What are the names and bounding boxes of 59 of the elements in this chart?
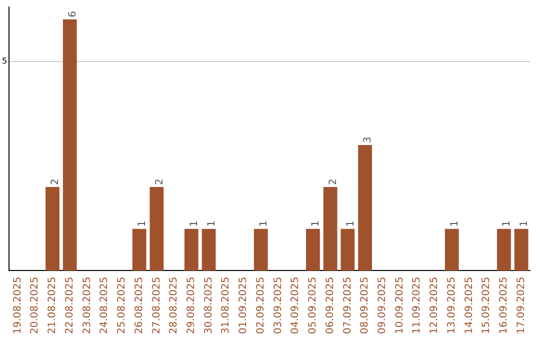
x-tick-label: 23.08.2025 (82, 276, 93, 334)
x-tick-label: 08.09.2025 (360, 276, 371, 334)
data-label: 1 (502, 220, 513, 227)
bar (132, 228, 146, 271)
bar (254, 228, 268, 271)
x-tick-label: 26.08.2025 (134, 276, 145, 334)
x-tick-label: 16.09.2025 (498, 276, 510, 334)
bar (62, 19, 77, 271)
x-tick-label: 02.09.2025 (255, 276, 266, 334)
data-label: 1 (449, 220, 460, 227)
x-tick-label: 09.09.2025 (377, 276, 388, 334)
data-label: 6 (67, 10, 78, 18)
x-tick-label: 20.08.2025 (30, 276, 41, 334)
x-tick-label: 21.08.2025 (47, 276, 58, 334)
x-tick-label: 28.08.2025 (168, 276, 180, 334)
data-label: 1 (518, 220, 530, 227)
x-tick-label: 29.08.2025 (186, 276, 197, 334)
bar (150, 186, 164, 271)
x-tick-label: 06.09.2025 (324, 276, 336, 334)
bar (306, 228, 320, 271)
bar (184, 228, 198, 271)
x-tick-label: 24.08.2025 (99, 276, 110, 334)
x-tick-label: 07.09.2025 (342, 276, 354, 334)
bar (202, 228, 216, 271)
x-tick-label: 22.08.2025 (64, 276, 76, 334)
x-tick-label: 11.09.2025 (412, 276, 423, 334)
x-tick-label: 03.09.2025 (272, 276, 284, 334)
x-tick-label: 04.09.2025 (290, 276, 302, 334)
bar (323, 186, 338, 271)
x-tick-label: 30.08.2025 (203, 276, 214, 334)
data-label: 2 (50, 178, 62, 185)
x-tick-label: 15.09.2025 (481, 276, 492, 334)
bar (514, 228, 528, 271)
bar (444, 228, 459, 271)
x-tick-label: 31.08.2025 (220, 276, 232, 334)
bar (46, 186, 60, 271)
data-label: 1 (310, 220, 322, 227)
x-tick-label: 01.09.2025 (238, 276, 250, 334)
data-label: 1 (258, 220, 270, 227)
x-tick-label: 10.09.2025 (394, 276, 406, 334)
x-tick-label: 25.08.2025 (116, 276, 128, 334)
y-tick-label: 5 (2, 56, 8, 66)
data-label: 1 (136, 220, 148, 227)
data-label: 2 (154, 178, 166, 185)
x-tick-label: 19.08.2025 (12, 276, 24, 334)
x-tick-label: 17.09.2025 (516, 276, 527, 334)
data-label: 2 (328, 178, 339, 185)
x-tick-label: 12.09.2025 (429, 276, 440, 334)
data-label: 1 (345, 220, 356, 227)
data-label: 3 (362, 136, 374, 144)
bar (340, 228, 355, 271)
data-label: 1 (189, 220, 200, 227)
bar (358, 145, 372, 271)
data-label: 1 (206, 220, 218, 227)
x-tick-label: 05.09.2025 (308, 276, 319, 334)
x-tick-label: 14.09.2025 (464, 276, 475, 334)
x-tick-label: 13.09.2025 (446, 276, 458, 334)
x-tick-label: 27.08.2025 (151, 276, 162, 334)
bar (497, 228, 511, 271)
